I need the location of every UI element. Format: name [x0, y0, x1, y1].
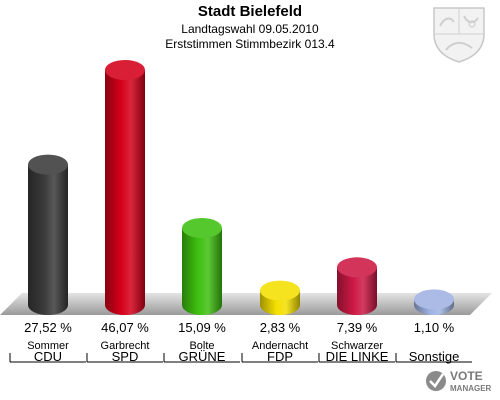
- chart-subtitle-2: Erststimmen Stimmbezirk 013.4: [165, 37, 335, 51]
- chart-subtitle: Landtagswahl 09.05.2010: [181, 22, 319, 36]
- vote-manager-logo: VOTE MANAGER: [426, 369, 492, 393]
- value-label: 27,52 %: [24, 320, 72, 335]
- party-label: DIE LINKE: [326, 349, 389, 364]
- vote-manager-check-icon: [426, 371, 446, 391]
- bar-die-linke: [337, 257, 377, 315]
- chart-title: Stadt Bielefeld: [197, 3, 303, 20]
- candidate-label: Schwarzer: [331, 340, 383, 352]
- value-label: 15,09 %: [178, 320, 226, 335]
- bar-cdu: [28, 154, 68, 315]
- candidate-label: Garbrecht: [101, 340, 150, 352]
- bar-sonstige: [414, 289, 454, 315]
- logo-line-1: VOTE: [450, 369, 483, 383]
- value-label: 7,39 %: [337, 320, 378, 335]
- party-label: GRÜNE: [179, 349, 226, 364]
- bar-grüne: [182, 218, 222, 315]
- candidate-label: Andernacht: [252, 340, 308, 352]
- logo-line-2: MANAGER: [450, 384, 492, 393]
- bar-fdp: [260, 280, 300, 315]
- nrw-coat-of-arms-icon: [433, 7, 485, 63]
- value-label: 1,10 %: [414, 320, 455, 335]
- candidate-label: Sommer: [27, 340, 69, 352]
- value-label: 46,07 %: [101, 320, 149, 335]
- candidate-label: Bolte: [189, 340, 214, 352]
- party-label: SPD: [112, 349, 139, 364]
- party-label: Sonstige: [409, 349, 460, 364]
- party-label: FDP: [267, 349, 293, 364]
- value-label: 2,83 %: [260, 320, 301, 335]
- bar-spd: [105, 60, 145, 315]
- party-label: CDU: [34, 349, 62, 364]
